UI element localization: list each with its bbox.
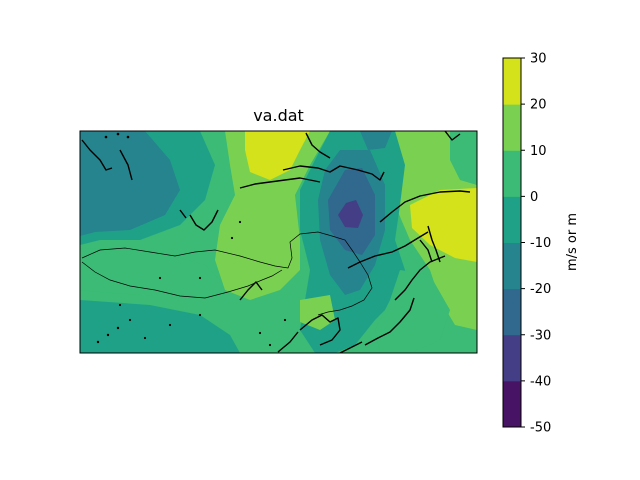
colorbar-tick-label: -30 bbox=[530, 328, 551, 343]
colorbar-segment bbox=[503, 380, 521, 428]
colorbar-segment bbox=[503, 196, 521, 243]
colorbar-label: m/s or m bbox=[565, 213, 580, 271]
contour-level-20-30-east bbox=[410, 188, 477, 262]
contour-level-0-10-southeast bbox=[375, 270, 450, 353]
colorbar bbox=[503, 58, 521, 428]
contour-level-10-20-south bbox=[300, 295, 335, 330]
colorbar-tick-label: -10 bbox=[530, 236, 551, 251]
plot-title: va.dat bbox=[253, 106, 304, 125]
colorbar-tick-label: 30 bbox=[530, 52, 547, 67]
contour-level-20-30-north bbox=[245, 131, 310, 180]
colorbar-segment bbox=[503, 242, 521, 290]
map-frame bbox=[79, 130, 478, 354]
colorbar-segment bbox=[503, 58, 521, 105]
contour-level-10-20-central bbox=[215, 131, 330, 300]
contour-level-0-10-southwest bbox=[80, 248, 225, 300]
islands bbox=[96, 132, 287, 347]
colorbar-tick-label: -50 bbox=[530, 421, 551, 436]
contour-level-neg20-neg10-west bbox=[80, 131, 180, 236]
colorbar-tick-label: 0 bbox=[530, 190, 538, 205]
contour-level-neg40-neg30-core bbox=[338, 200, 363, 228]
colorbar-tick-label: 20 bbox=[530, 98, 547, 113]
colorbar-segment bbox=[503, 334, 521, 382]
colorbar-segment bbox=[503, 150, 521, 197]
colorbar-tick-label: -20 bbox=[530, 282, 551, 297]
borders bbox=[81, 231, 373, 316]
colorbar-ticks: -50 -40 -30 -20 -10 0 10 20 30 bbox=[521, 52, 551, 436]
colorbar-segment bbox=[503, 288, 521, 336]
colorbar-tick-label: 10 bbox=[530, 144, 547, 159]
colorbar-segment bbox=[503, 104, 521, 151]
contour-level-neg20-neg10-north bbox=[360, 131, 392, 150]
contour-level-0-10-east bbox=[450, 131, 477, 185]
contour-map bbox=[80, 131, 477, 353]
colorbar-tick-label: -40 bbox=[530, 374, 551, 389]
contour-level-neg10-0-southwest bbox=[80, 300, 240, 353]
coastlines bbox=[81, 131, 471, 353]
